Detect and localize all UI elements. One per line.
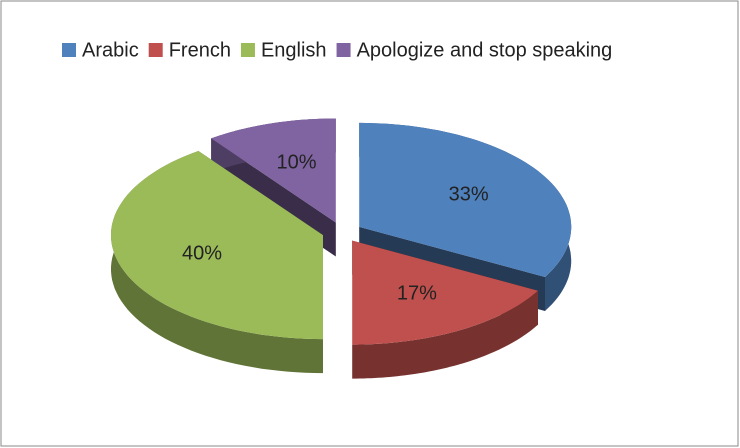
slice-top [211, 118, 336, 223]
legend: Arabic French English Apologize and stop sp… [62, 39, 612, 61]
data-label: 33% [449, 183, 489, 205]
slice-top [352, 240, 538, 345]
slice-side [352, 290, 538, 379]
legend-swatch [148, 43, 163, 57]
data-label: 10% [276, 151, 316, 173]
pie-slice [111, 151, 323, 374]
pie-slice [352, 240, 538, 379]
data-label: 17% [397, 283, 437, 305]
legend-swatch [62, 43, 76, 57]
slice-top [111, 151, 323, 340]
data-label: 40% [182, 243, 222, 265]
legend-label: Apologize and stop speaking [357, 39, 613, 61]
legend-label: French [169, 39, 231, 61]
slice-top [359, 122, 572, 278]
legend-swatch [240, 43, 255, 57]
slice-side [111, 151, 323, 374]
legend-label: English [261, 39, 327, 61]
legend-label: Arabic [82, 39, 139, 61]
legend-swatch [336, 43, 351, 57]
